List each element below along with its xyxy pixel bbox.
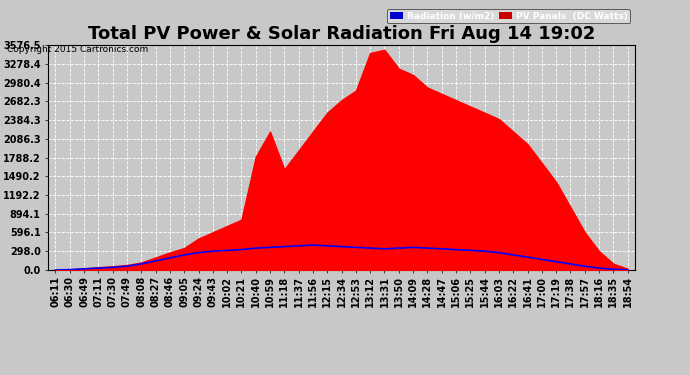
Legend: Radiation (w/m2), PV Panels  (DC Watts): Radiation (w/m2), PV Panels (DC Watts)	[387, 9, 630, 23]
Text: Copyright 2015 Cartronics.com: Copyright 2015 Cartronics.com	[7, 45, 148, 54]
Title: Total PV Power & Solar Radiation Fri Aug 14 19:02: Total PV Power & Solar Radiation Fri Aug…	[88, 26, 595, 44]
